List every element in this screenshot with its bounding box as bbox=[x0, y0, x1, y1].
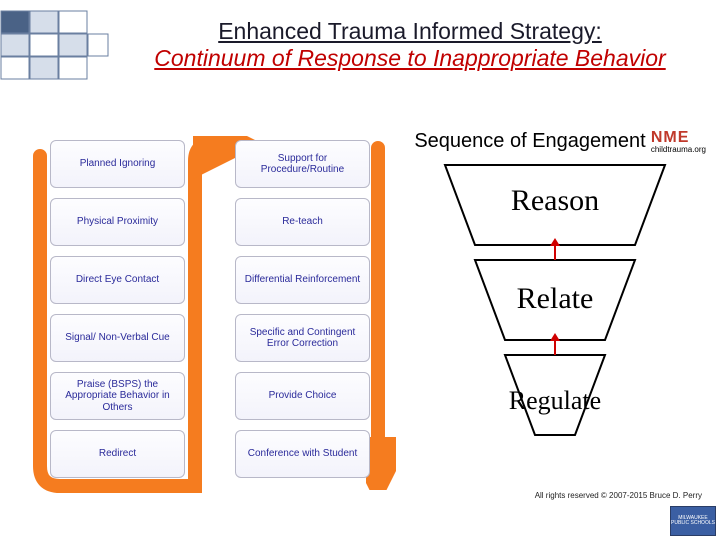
sequence-heading: Sequence of Engagement bbox=[400, 130, 660, 153]
flow-arrow-down bbox=[366, 140, 396, 490]
step-box: Physical Proximity bbox=[50, 198, 185, 246]
up-arrow-icon bbox=[554, 340, 556, 355]
step-box: Provide Choice bbox=[235, 372, 370, 420]
step-box: Planned Ignoring bbox=[50, 140, 185, 188]
nme-logo-text: NME bbox=[651, 129, 690, 146]
title-line2: Continuum of Response to Inappropriate B… bbox=[120, 45, 700, 72]
funnel-level-regulate: Regulate bbox=[440, 386, 670, 416]
up-arrow-icon bbox=[554, 245, 556, 260]
step-box: Redirect bbox=[50, 430, 185, 478]
copyright-text: All rights reserved © 2007-2015 Bruce D.… bbox=[535, 491, 702, 500]
continuum-column-b: Support for Procedure/Routine Re-teach D… bbox=[235, 140, 370, 478]
continuum-column-a: Planned Ignoring Physical Proximity Dire… bbox=[50, 140, 185, 478]
step-box: Support for Procedure/Routine bbox=[235, 140, 370, 188]
step-box: Conference with Student bbox=[235, 430, 370, 478]
step-box: Praise (BSPS) the Appropriate Behavior i… bbox=[50, 372, 185, 420]
footer-badge: MILWAUKEE PUBLIC SCHOOLS bbox=[670, 506, 716, 536]
funnel-level-reason: Reason bbox=[440, 184, 670, 218]
funnel-level-relate: Relate bbox=[440, 282, 670, 316]
engagement-funnel: Reason Relate Regulate bbox=[440, 160, 670, 460]
step-box: Signal/ Non-Verbal Cue bbox=[50, 314, 185, 362]
continuum-diagram: Planned Ignoring Physical Proximity Dire… bbox=[10, 130, 400, 530]
nme-logo-sub: childtrauma.org bbox=[651, 145, 706, 154]
slide-title: Enhanced Trauma Informed Strategy: Conti… bbox=[120, 18, 700, 72]
engagement-funnel-panel: Sequence of Engagement NME childtrauma.o… bbox=[400, 130, 710, 530]
title-line1: Enhanced Trauma Informed Strategy: bbox=[120, 18, 700, 45]
nme-logo: NME childtrauma.org bbox=[651, 130, 706, 154]
step-box: Differential Reinforcement bbox=[235, 256, 370, 304]
step-box: Direct Eye Contact bbox=[50, 256, 185, 304]
step-box: Specific and Contingent Error Correction bbox=[235, 314, 370, 362]
corner-decoration bbox=[0, 10, 110, 85]
step-box: Re-teach bbox=[235, 198, 370, 246]
